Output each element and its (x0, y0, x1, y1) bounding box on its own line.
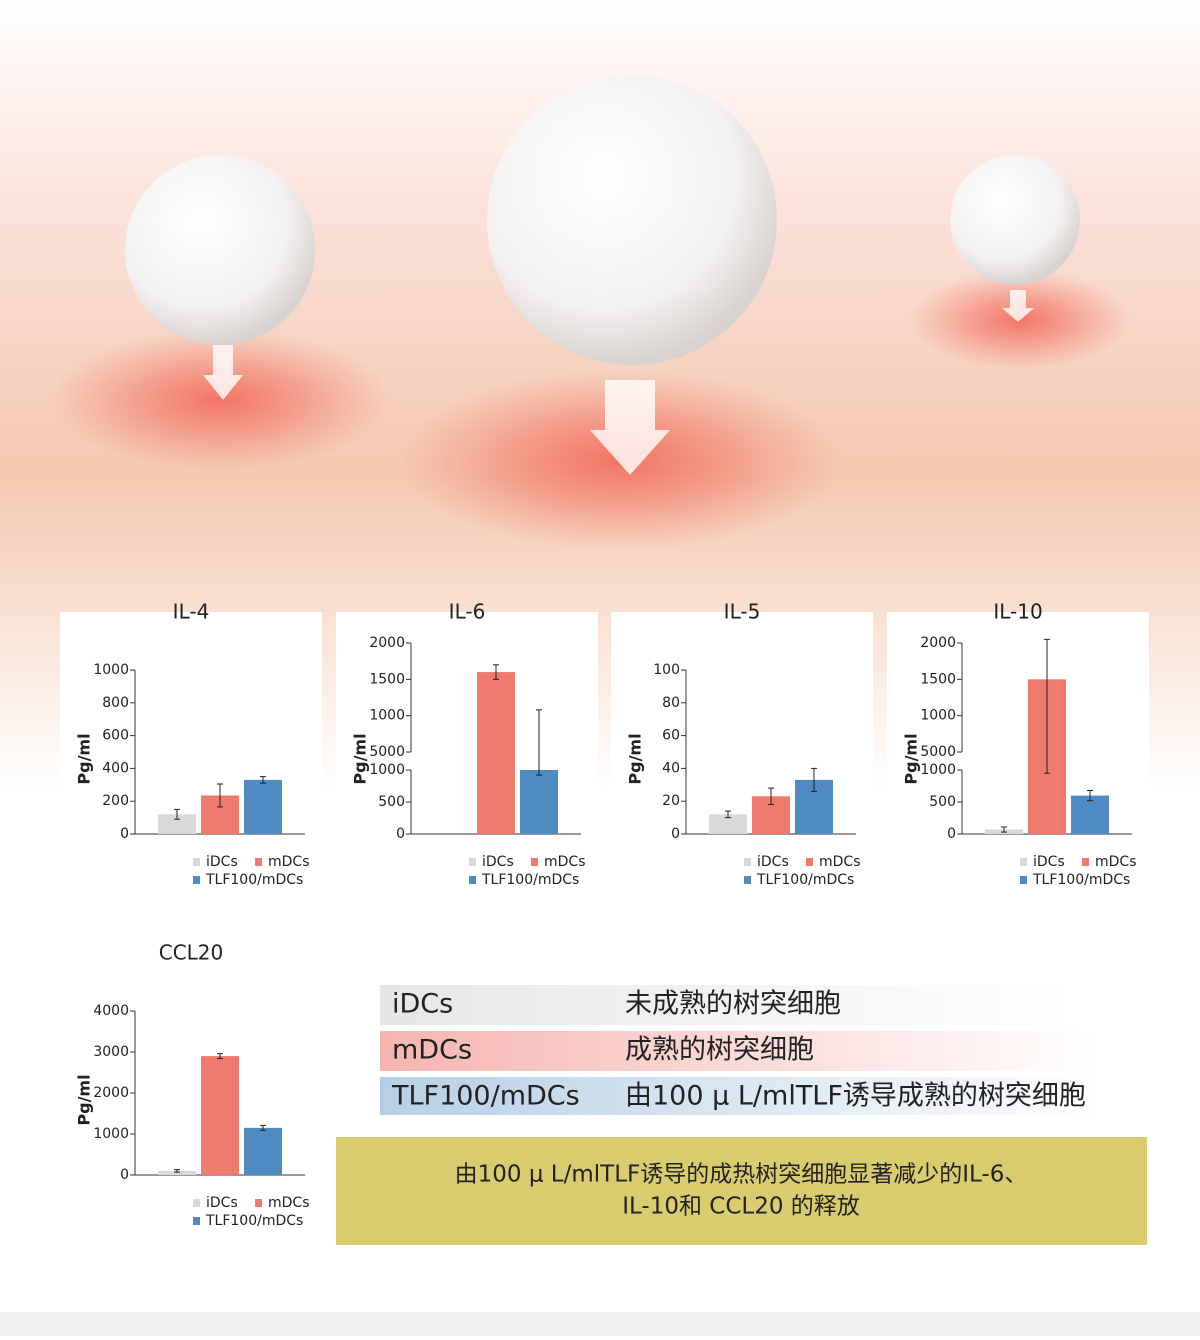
row-bg (380, 1077, 1100, 1115)
definition-text: 由100 μ L/mlTLF诱导成熟的树突细胞 (625, 1081, 1086, 1112)
y-tick-label: 1500 (920, 671, 956, 687)
legend-label: TLF100/mDCs (205, 1213, 303, 1229)
chart-panel (887, 612, 1149, 902)
definitions (380, 985, 1100, 1115)
legend-swatch (193, 1217, 200, 1225)
y-tick-label: 5000 (920, 744, 956, 760)
legend-swatch (193, 1199, 200, 1207)
y-tick-label: 1500 (369, 671, 405, 687)
y-tick-label: 100 (653, 662, 680, 678)
y-tick-label: 80 (662, 695, 680, 711)
y-tick-label: 20 (662, 793, 680, 809)
y-axis-label: Pg/ml (351, 733, 370, 784)
chart-panel (336, 612, 598, 902)
y-axis-label: Pg/ml (75, 733, 94, 784)
definition-term: TLF100/mDCs (391, 1081, 580, 1112)
y-tick-label: 2000 (369, 635, 405, 651)
y-tick-label: 1000 (93, 1126, 129, 1142)
legend-label: TLF100/mDCs (1032, 872, 1130, 888)
y-tick-label: 0 (120, 1167, 129, 1183)
legend-swatch (1020, 858, 1027, 866)
y-tick-label: 0 (396, 826, 405, 842)
y-tick-label: 1000 (369, 762, 405, 778)
row-bg (380, 1031, 1100, 1071)
legend-label: iDCs (757, 854, 789, 870)
chart-title: IL-10 (993, 600, 1042, 624)
y-tick-label: 5000 (369, 744, 405, 760)
chart-title: IL-6 (449, 600, 486, 624)
y-tick-label: 1000 (93, 662, 129, 678)
bar (477, 672, 515, 834)
legend-swatch (469, 876, 476, 884)
row-bg (380, 985, 1070, 1025)
legend-label: mDCs (1095, 854, 1137, 870)
legend-label: TLF100/mDCs (481, 872, 579, 888)
definition-term: iDCs (392, 989, 453, 1020)
definition-text: 成熟的树突细胞 (625, 1035, 814, 1066)
legend-label: mDCs (544, 854, 586, 870)
legend-label: iDCs (206, 1195, 238, 1211)
bar (158, 814, 196, 834)
bar (244, 779, 282, 834)
definition-text: 未成熟的树突细胞 (625, 989, 841, 1020)
legend-swatch (1082, 858, 1089, 866)
y-tick-label: 4000 (93, 1003, 129, 1019)
y-tick-label: 1000 (920, 708, 956, 724)
y-tick-label: 400 (102, 760, 129, 776)
legend-label: mDCs (819, 854, 861, 870)
legend-label: mDCs (268, 854, 310, 870)
footer-strip (0, 1312, 1200, 1336)
note-line: 由100 μ L/mlTLF诱导的成热树突细胞显著减少的IL-6、 (455, 1162, 1028, 1188)
note-line: IL-10和 CCL20 的释放 (622, 1194, 860, 1220)
y-tick-label: 1000 (369, 708, 405, 724)
chart-title: IL-5 (724, 600, 761, 624)
legend-label: iDCs (482, 854, 514, 870)
note-box (336, 1137, 1147, 1245)
y-axis-label: Pg/ml (902, 733, 921, 784)
y-tick-label: 2000 (920, 635, 956, 651)
chart-panel (611, 612, 873, 902)
legend-label: TLF100/mDCs (756, 872, 854, 888)
legend-label: mDCs (268, 1195, 310, 1211)
y-axis-label: Pg/ml (626, 733, 645, 784)
bar (201, 1056, 239, 1175)
bar (1071, 795, 1109, 834)
legend-swatch (806, 858, 813, 866)
legend-swatch (255, 1199, 262, 1207)
y-tick-label: 1000 (920, 762, 956, 778)
y-tick-label: 0 (671, 826, 680, 842)
y-tick-label: 800 (102, 695, 129, 711)
chart-title: IL-4 (173, 600, 210, 624)
chart-title: CCL20 (159, 941, 224, 965)
y-tick-label: 0 (120, 826, 129, 842)
legend-label: iDCs (206, 854, 238, 870)
bar (158, 1170, 196, 1175)
legend-swatch (255, 858, 262, 866)
y-tick-label: 600 (102, 728, 129, 744)
y-tick-label: 500 (929, 794, 956, 810)
legend-swatch (744, 858, 751, 866)
chart-panel (60, 612, 322, 902)
bar (520, 770, 558, 834)
legend-label: iDCs (1033, 854, 1065, 870)
y-tick-label: 500 (378, 794, 405, 810)
legend-swatch (1020, 876, 1027, 884)
y-axis-label: Pg/ml (75, 1074, 94, 1125)
legend-swatch (469, 858, 476, 866)
legend-swatch (193, 876, 200, 884)
y-tick-label: 200 (102, 793, 129, 809)
legend-label: TLF100/mDCs (205, 872, 303, 888)
legend-swatch (531, 858, 538, 866)
y-tick-label: 0 (947, 826, 956, 842)
y-tick-label: 2000 (93, 1085, 129, 1101)
legend-swatch (193, 858, 200, 866)
y-tick-label: 60 (662, 728, 680, 744)
y-tick-label: 40 (662, 760, 680, 776)
definition-term: mDCs (392, 1035, 472, 1066)
y-tick-label: 3000 (93, 1044, 129, 1060)
bar (709, 814, 747, 834)
legend-swatch (744, 876, 751, 884)
bar (244, 1127, 282, 1175)
